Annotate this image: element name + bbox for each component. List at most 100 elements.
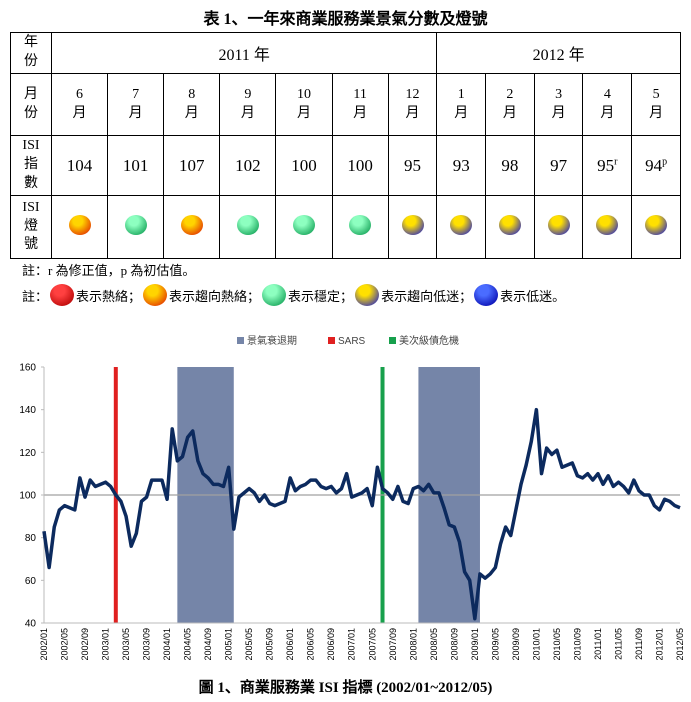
- legend-label: SARS: [338, 336, 366, 347]
- month-cell: 3月: [533, 73, 584, 136]
- month-cell: 12月: [387, 73, 438, 136]
- isi-value: 98: [501, 155, 519, 175]
- x-tick-label: 2007/09: [388, 628, 398, 661]
- month-label: 3月: [551, 86, 566, 121]
- table-row: 年份 2011 年 2012 年: [10, 32, 681, 74]
- light-cell: [387, 195, 438, 259]
- light-cell: [485, 195, 535, 259]
- month-cell: 5月: [631, 73, 681, 136]
- chart: 40 60 80 100 120 140 160 2002/01 2002/05 2002/09 2…: [19, 334, 685, 661]
- row-header: ISI指數: [10, 135, 52, 196]
- y-tick-label: 140: [19, 405, 36, 416]
- light-cell: [331, 195, 389, 259]
- light: [547, 214, 570, 235]
- light: [124, 214, 147, 235]
- table-row: ISI指數 104 101 107 102 100 100 95 93 98 97 95r 94p: [10, 135, 681, 196]
- x-tick-label: 2004/05: [183, 628, 193, 661]
- isi-value: 95: [597, 155, 615, 175]
- light: [292, 214, 315, 235]
- isi-cell: 102: [219, 135, 277, 196]
- table-title: 表 1、一年來商業服務業景氣分數及燈號: [203, 11, 488, 28]
- table-row: 月份 6月 7月 8月 9月 10月 11月 12月 1月 2月 3月 4月 5月: [10, 73, 681, 136]
- light: [498, 214, 521, 235]
- isi-value: 102: [235, 155, 261, 175]
- year-header: 2012 年: [436, 32, 681, 74]
- year-header: 2011 年: [50, 32, 438, 74]
- legend-swatch: [328, 337, 335, 344]
- month-cell: 11月: [331, 73, 389, 136]
- legend-label: 表示趨向低迷；: [381, 288, 473, 304]
- isi-cell: 104: [50, 135, 109, 196]
- month-cell: 1月: [436, 73, 487, 136]
- month-label: 12月: [405, 86, 420, 121]
- x-tick-label: 2008/01: [408, 628, 418, 661]
- month-label: 8月: [184, 86, 199, 121]
- month-cell: 4月: [582, 73, 633, 136]
- isi-value: 100: [291, 155, 317, 175]
- light-cell: [107, 195, 165, 259]
- month-cell: 8月: [163, 73, 221, 136]
- month-label: 1月: [454, 86, 469, 121]
- light-cell: [275, 195, 333, 259]
- isi-value: 94: [645, 155, 663, 175]
- legend-label: 表示低迷。: [500, 288, 566, 304]
- x-tick-label: 2004/09: [203, 628, 213, 661]
- isi-cell: 97: [533, 135, 584, 196]
- light: [645, 214, 668, 235]
- table-row: ISI燈號: [10, 195, 681, 259]
- x-tick-label: 2006/01: [285, 628, 295, 661]
- isi-cell: 95r: [582, 135, 633, 196]
- legend-light: [50, 284, 75, 306]
- light: [349, 214, 372, 235]
- month-label: 11月: [353, 86, 368, 121]
- isi-value: 104: [66, 155, 93, 175]
- y-tick-label: 160: [19, 363, 36, 374]
- light: [236, 214, 259, 235]
- light-cell: [436, 195, 487, 259]
- month-label: 10月: [296, 86, 311, 121]
- row-header-text: 年份: [23, 35, 38, 69]
- isi-line: [42, 407, 681, 621]
- month-cell: 6月: [50, 73, 109, 136]
- y-tick-label: 120: [19, 448, 36, 459]
- legend-label: 表示趨向熱絡；: [169, 288, 261, 304]
- isi-value: 93: [452, 155, 470, 175]
- isi-cell: 100: [331, 135, 389, 196]
- legend-swatch: [237, 337, 244, 344]
- isi-value: 107: [179, 155, 205, 175]
- isi-value: 97: [550, 155, 568, 175]
- light-cell: [582, 195, 633, 259]
- legend-light: [474, 284, 499, 306]
- legend-light: [143, 284, 168, 306]
- y-tick-label: 60: [25, 576, 37, 587]
- x-tick-label: 2010/09: [572, 628, 582, 661]
- light-cell: [50, 195, 109, 259]
- isi-value: 95: [404, 155, 421, 175]
- month-label: 4月: [600, 86, 615, 121]
- light-cell: [163, 195, 221, 259]
- row-header-text: ISI指數: [22, 138, 40, 191]
- isi-cell: 107: [163, 135, 221, 196]
- x-tick-label: 2012/01: [654, 628, 664, 661]
- isi-cell: 93: [436, 135, 487, 196]
- light-cell: [533, 195, 584, 259]
- y-tick-label: 100: [19, 491, 36, 502]
- x-tick-label: 2004/01: [162, 628, 172, 661]
- light: [450, 214, 473, 235]
- x-tick-label: 2007/01: [347, 628, 357, 661]
- x-tick-label: 2005/01: [224, 628, 234, 661]
- legend-light: [355, 284, 380, 306]
- month-label: 2月: [502, 86, 517, 121]
- x-tick-label: 2003/09: [142, 628, 152, 661]
- light: [68, 214, 91, 235]
- figure-caption: 圖 1、商業服務業 ISI 指標 (2002/01~2012/05): [198, 680, 493, 696]
- x-tick-label: 2008/05: [429, 628, 439, 661]
- light-cell: [219, 195, 277, 259]
- x-tick-label: 2003/05: [121, 628, 131, 661]
- light: [596, 214, 619, 235]
- x-tick-label: 2012/05: [675, 628, 685, 661]
- isi-value: 101: [122, 155, 149, 175]
- isi-cell: 98: [485, 135, 535, 196]
- legend-label: 表示穩定；: [288, 288, 354, 304]
